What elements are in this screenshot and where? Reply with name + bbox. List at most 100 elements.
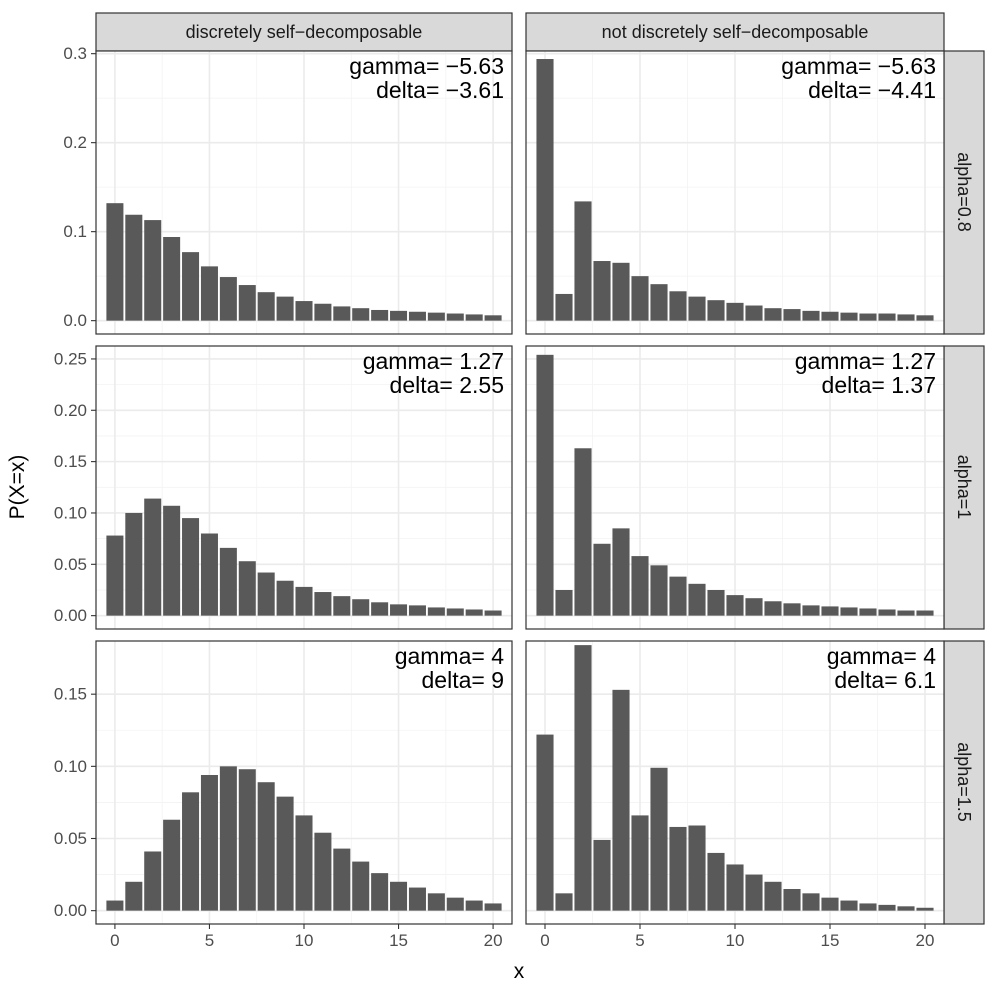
bar: [106, 900, 124, 911]
bar: [276, 296, 294, 321]
bar: [536, 354, 554, 616]
bar: [295, 815, 313, 911]
bar: [612, 262, 630, 321]
bar: [650, 565, 668, 616]
bar: [352, 599, 370, 616]
bar: [745, 598, 763, 616]
gamma-annotation: gamma= −5.63: [349, 53, 504, 79]
bar: [276, 796, 294, 911]
bar: [555, 293, 573, 321]
row-strip-3-background: [943, 640, 985, 925]
panel-border: [95, 345, 513, 630]
bar: [125, 512, 143, 616]
bar: [352, 308, 370, 321]
bar: [333, 848, 351, 911]
bar: [257, 782, 275, 911]
x-axis-col-2: 0 5 10 15 20: [540, 924, 934, 950]
row-strip-1-label: alpha=0.8: [954, 152, 974, 232]
bar: [182, 252, 200, 321]
bar: [446, 313, 464, 321]
bar: [408, 887, 426, 911]
x-tick-label: 10: [295, 931, 314, 950]
bar: [593, 261, 611, 321]
bar: [764, 881, 782, 911]
bar: [238, 769, 256, 911]
y-tick-label: 0.15: [54, 452, 87, 471]
bar: [631, 815, 649, 911]
bar: [897, 610, 915, 616]
delta-annotation: delta= 6.1: [834, 667, 936, 693]
bar: [669, 576, 687, 616]
bar: [106, 535, 124, 616]
bar: [295, 586, 313, 616]
bar: [182, 518, 200, 616]
bar: [650, 284, 668, 321]
y-tick-label: 0.05: [54, 829, 87, 848]
y-tick-label: 0.10: [54, 757, 87, 776]
bar: [484, 903, 502, 911]
bar: [125, 881, 143, 911]
gamma-annotation: gamma= 4: [827, 643, 937, 669]
bar: [916, 907, 934, 911]
bar: [390, 604, 408, 616]
bar: [238, 561, 256, 616]
gamma-annotation: gamma= 4: [395, 643, 505, 669]
y-tick-label: 0.15: [54, 685, 87, 704]
bar: [878, 904, 896, 911]
column-strip-1: discretely self−decomposable: [95, 12, 513, 52]
gamma-annotation: gamma= −5.63: [781, 53, 936, 79]
bar: [163, 819, 181, 911]
row-strip-2-label: alpha=1: [954, 455, 974, 520]
bar: [408, 311, 426, 321]
bar: [536, 59, 554, 321]
y-tick-label: 0.10: [54, 503, 87, 522]
bar: [427, 893, 445, 911]
bar: [726, 864, 744, 911]
bar: [555, 893, 573, 911]
bar: [821, 311, 839, 321]
bar: [163, 505, 181, 616]
bar: [390, 310, 408, 321]
bar: [333, 596, 351, 616]
bar: [593, 839, 611, 911]
x-tick-label: 15: [389, 931, 408, 950]
bar: [764, 601, 782, 616]
y-axis-row-3: 0.00 0.05 0.10 0.15: [54, 685, 96, 920]
bar: [314, 592, 332, 616]
bar: [314, 303, 332, 321]
x-tick-label: 15: [821, 931, 840, 950]
bar: [707, 300, 725, 321]
bar: [371, 309, 389, 321]
y-axis-row-1: 0.0 0.1 0.2 0.3: [63, 44, 96, 330]
bar: [688, 583, 706, 616]
bar: [390, 881, 408, 911]
x-tick-label: 20: [484, 931, 503, 950]
bar: [427, 607, 445, 616]
bar: [200, 266, 218, 321]
bar: [802, 605, 820, 616]
y-tick-label: 0.00: [54, 901, 87, 920]
bar: [783, 603, 801, 616]
bar: [163, 236, 181, 321]
panel-border: [525, 345, 945, 630]
y-tick-label: 0.3: [63, 44, 87, 63]
bar: [593, 543, 611, 616]
bar: [465, 609, 483, 616]
bar: [612, 528, 630, 616]
bar: [200, 774, 218, 911]
bar: [295, 301, 313, 321]
y-tick-label: 0.1: [63, 222, 87, 241]
bar: [897, 314, 915, 321]
bar: [219, 766, 237, 911]
x-tick-label: 0: [540, 931, 549, 950]
bar: [821, 606, 839, 616]
bar: [859, 608, 877, 616]
bar: [631, 276, 649, 321]
x-tick-label: 0: [110, 931, 119, 950]
bar: [574, 201, 592, 321]
y-tick-label: 0.0: [63, 311, 87, 330]
